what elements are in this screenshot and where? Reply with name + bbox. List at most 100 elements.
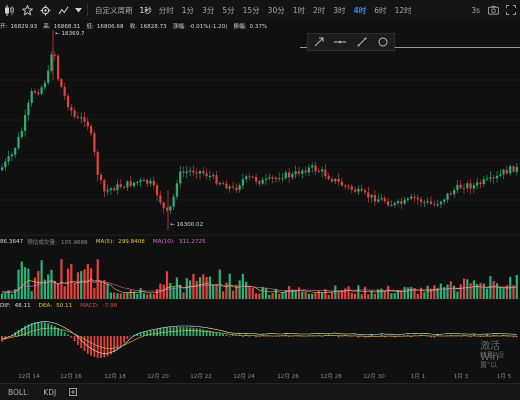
horizontal-line-tool-icon[interactable] bbox=[330, 34, 352, 50]
interval-4h[interactable]: 4时 bbox=[353, 5, 367, 15]
macd-bar bbox=[44, 322, 46, 336]
horizontal-price-line[interactable] bbox=[300, 47, 520, 48]
dropdown-icon[interactable] bbox=[72, 0, 84, 20]
interval-6h[interactable]: 6时 bbox=[374, 5, 387, 15]
interval-1s[interactable]: 1秒 bbox=[139, 5, 152, 15]
candle-body bbox=[116, 184, 119, 191]
indicator-kdj[interactable]: KDJ bbox=[43, 387, 57, 397]
macd-bar bbox=[80, 336, 83, 349]
interval-3h[interactable]: 3时 bbox=[333, 5, 346, 15]
refresh-interval[interactable]: 3s bbox=[471, 5, 480, 15]
macd-bar bbox=[512, 336, 515, 338]
indicator-settings-icon[interactable] bbox=[64, 382, 82, 400]
macd-dea: DEA: 50.11 bbox=[38, 303, 73, 309]
screenshot-icon[interactable] bbox=[484, 0, 502, 20]
chart-canvas[interactable]: 12月 14 12月 16 12月 18 12月 20 12月 22 12月 24 12月 … bbox=[0, 20, 520, 385]
macd-bar bbox=[446, 335, 449, 336]
volume-bar bbox=[466, 279, 469, 299]
candle-body bbox=[179, 171, 182, 184]
volume-bar bbox=[512, 285, 515, 299]
candle-body bbox=[165, 208, 169, 211]
candle-body bbox=[472, 185, 475, 189]
macd-bar bbox=[126, 336, 129, 339]
macd-bar bbox=[192, 327, 195, 336]
volume-bar bbox=[215, 283, 218, 299]
candle-body bbox=[486, 178, 489, 180]
macd-bar bbox=[426, 336, 429, 337]
volume-bar bbox=[20, 261, 23, 299]
candle-body bbox=[453, 189, 456, 195]
candle-body bbox=[327, 176, 330, 180]
candle-body bbox=[241, 179, 244, 186]
macd-bar bbox=[205, 329, 208, 336]
volume-bar bbox=[400, 290, 403, 299]
volume-bar bbox=[393, 293, 396, 299]
volume-bar bbox=[235, 284, 238, 299]
candle-body bbox=[113, 188, 116, 191]
volume-bar bbox=[472, 280, 475, 299]
ray-tool-icon[interactable] bbox=[308, 34, 330, 50]
macd-bar bbox=[70, 336, 73, 338]
interval-12h[interactable]: 12时 bbox=[394, 5, 412, 15]
interval-custom[interactable]: 自定义周期 bbox=[95, 5, 133, 15]
macd-bar bbox=[113, 336, 116, 353]
macd-bar bbox=[182, 327, 185, 336]
volume-ma10: MA(10): 311.2725 bbox=[152, 239, 206, 245]
gear-icon[interactable] bbox=[36, 0, 54, 20]
interval-5m[interactable]: 5分 bbox=[222, 5, 235, 15]
macd-bar bbox=[433, 336, 436, 338]
circle-tool-icon[interactable] bbox=[373, 34, 395, 50]
macd-bar bbox=[116, 336, 119, 350]
volume-bar bbox=[4, 292, 7, 299]
volume-bar bbox=[459, 284, 462, 299]
macd-bar bbox=[364, 336, 366, 338]
candle-body bbox=[132, 182, 136, 186]
macd-bar bbox=[86, 336, 89, 354]
macd-bar bbox=[185, 327, 188, 336]
interval-15m[interactable]: 15分 bbox=[242, 5, 260, 15]
interval-2h[interactable]: 2时 bbox=[313, 5, 326, 15]
candle-body bbox=[373, 194, 376, 202]
volume-bar bbox=[350, 292, 353, 299]
macd-bar bbox=[17, 329, 20, 336]
fullscreen-icon[interactable] bbox=[502, 0, 520, 20]
interval-3m[interactable]: 3分 bbox=[202, 5, 215, 15]
top-toolbar: 自定义周期 1秒 分时 1分 3分 5分 15分 30分 1时 2时 3时 4时… bbox=[0, 0, 520, 20]
macd-histogram bbox=[1, 322, 518, 358]
candle-body bbox=[228, 186, 231, 189]
candle-body bbox=[317, 171, 320, 173]
macd-bar bbox=[258, 336, 261, 337]
x-axis-label: 1月 1 bbox=[411, 373, 426, 380]
candle-body bbox=[439, 201, 442, 205]
high-price-marker: ← 18369.7 bbox=[55, 31, 85, 37]
indicator-icon[interactable] bbox=[54, 0, 72, 20]
volume-bar bbox=[469, 283, 472, 299]
volume-bar bbox=[202, 274, 205, 299]
volume-bar bbox=[439, 283, 442, 299]
candle-body bbox=[109, 188, 112, 190]
trend-line-tool-icon[interactable] bbox=[351, 34, 373, 50]
volume-bar bbox=[291, 289, 294, 299]
candle-body bbox=[294, 171, 297, 175]
candle-body bbox=[340, 181, 343, 186]
volume-bar bbox=[426, 285, 429, 299]
interval-1m[interactable]: 1分 bbox=[181, 5, 195, 15]
volume-bar bbox=[80, 271, 83, 299]
macd-bar bbox=[93, 336, 96, 358]
candle-body bbox=[406, 198, 409, 200]
volume-bar bbox=[387, 285, 390, 299]
candle-body bbox=[63, 87, 66, 96]
candle-body bbox=[380, 198, 383, 200]
volume-bar bbox=[255, 293, 258, 299]
indicator-boll[interactable]: BOLL bbox=[8, 387, 28, 397]
star-icon[interactable] bbox=[18, 0, 36, 20]
candle-icon[interactable] bbox=[0, 0, 18, 20]
volume-bar bbox=[383, 290, 386, 299]
candle-body bbox=[509, 166, 512, 174]
macd-bar bbox=[397, 335, 399, 337]
interval-timeshare[interactable]: 分时 bbox=[158, 5, 174, 15]
candle-body bbox=[60, 79, 63, 88]
interval-30m[interactable]: 30分 bbox=[267, 5, 285, 15]
interval-1h[interactable]: 1时 bbox=[292, 5, 305, 15]
macd-bar bbox=[53, 325, 56, 336]
